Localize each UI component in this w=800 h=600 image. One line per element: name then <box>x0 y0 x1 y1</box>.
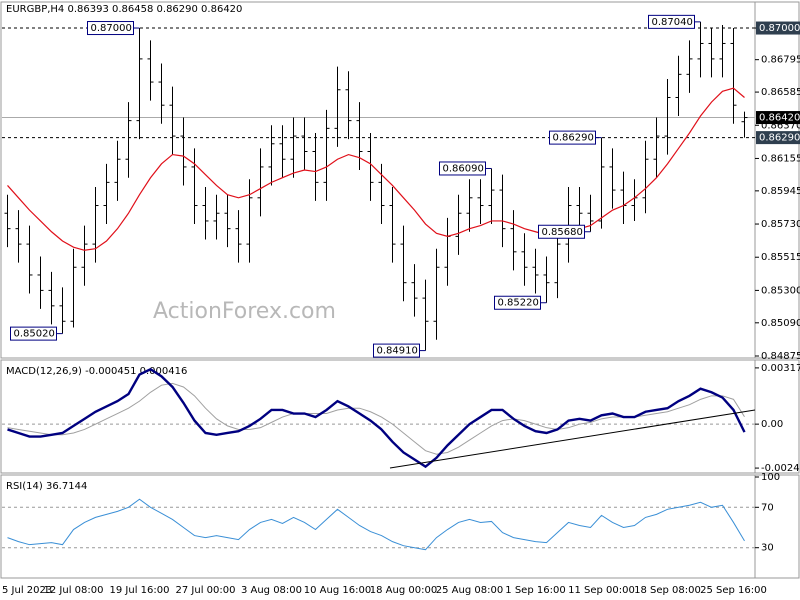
x-tick-label: 25 Aug 08:00 <box>436 585 503 596</box>
y-tick-label: 70 <box>761 502 774 513</box>
x-tick-label: 25 Sep 16:00 <box>700 585 767 596</box>
panel-frame <box>0 359 800 474</box>
y-tick-label: 0.86155 <box>761 153 800 164</box>
y-tick-label: 0.86795 <box>761 55 800 66</box>
annotation-label: 0.85020 <box>14 329 55 340</box>
x-tick-label: 18 Sep 08:00 <box>634 585 701 596</box>
y-tick-label: 100 <box>761 472 780 483</box>
annotation-label: 0.87000 <box>91 23 132 34</box>
panel-title: EURGBP,H4 0.86393 0.86458 0.86290 0.8642… <box>6 4 242 15</box>
level-label-box <box>756 21 800 35</box>
y-tick-label: 0.85945 <box>761 186 800 197</box>
x-tick-label: 3 Aug 08:00 <box>241 585 302 596</box>
x-tick-label: 27 Jul 00:00 <box>176 585 236 596</box>
moving-average <box>7 87 745 251</box>
panel-title: MACD(12,26,9) -0.000451 0.000416 <box>6 366 187 377</box>
x-tick-label: 18 Aug 00:00 <box>370 585 437 596</box>
panel-frame <box>0 1 800 359</box>
x-tick-label: 10 Aug 16:00 <box>304 585 371 596</box>
y-tick-label: 0.85090 <box>761 318 800 329</box>
y-tick-label: 0.85300 <box>761 285 800 296</box>
trend-line <box>389 409 756 469</box>
annotation-label: 0.85680 <box>542 227 583 238</box>
level-label: 0.86290 <box>759 133 800 144</box>
x-tick-label: 11 Sep 00:00 <box>568 585 635 596</box>
watermark: ActionForex.com <box>153 299 336 324</box>
last-price-box <box>756 111 800 125</box>
y-tick-label: 0.86585 <box>761 87 800 98</box>
y-tick-label: -0.002482 <box>761 463 800 474</box>
level-label-box <box>756 131 800 145</box>
panel-title: RSI(14) 36.7144 <box>6 481 87 492</box>
annotation-label: 0.86290 <box>553 133 594 144</box>
y-tick-label: 0.85515 <box>761 252 800 263</box>
x-tick-label: 1 Sep 16:00 <box>505 585 565 596</box>
y-tick-label: 0.86370 <box>761 120 800 131</box>
y-tick-label: 0.85730 <box>761 219 800 230</box>
annotation-label: 0.87040 <box>652 17 693 28</box>
level-label: 0.87000 <box>759 23 800 34</box>
x-tick-label: 12 Jul 08:00 <box>44 585 104 596</box>
last-price-label: 0.86420 <box>759 113 800 124</box>
x-tick-label: 19 Jul 16:00 <box>110 585 170 596</box>
y-tick-label: 0.84875 <box>761 351 800 362</box>
y-tick-label: 0.00 <box>761 419 783 430</box>
macd-line <box>7 367 746 469</box>
annotation-label: 0.84910 <box>377 346 418 357</box>
x-tick-label: 5 Jul 2023 <box>2 585 52 596</box>
annotation-label: 0.85220 <box>498 298 539 309</box>
rsi-line <box>7 498 745 551</box>
panel-frame <box>0 474 800 579</box>
y-tick-label: 0.003177 <box>761 363 800 374</box>
annotation-label: 0.86090 <box>443 163 484 174</box>
y-tick-label: 30 <box>761 543 774 554</box>
